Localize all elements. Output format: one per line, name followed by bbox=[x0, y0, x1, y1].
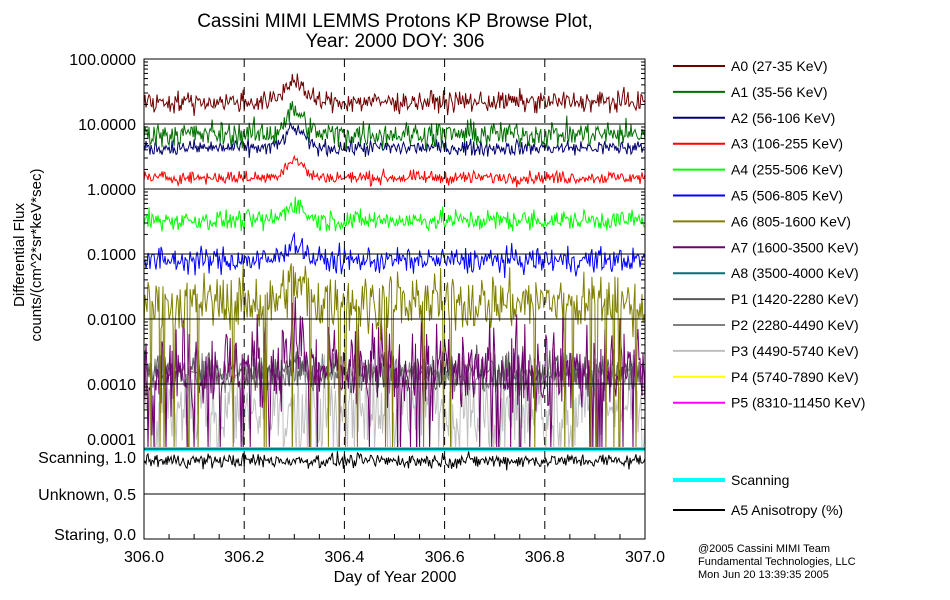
series-line-a5-anisotropy bbox=[143, 450, 646, 471]
lower-tick-label: Staring, 0.0 bbox=[54, 527, 136, 544]
credit-line1: @2005 Cassini MIMI Team bbox=[698, 543, 830, 555]
legend-item: A1 (35-56 KeV) bbox=[673, 84, 828, 100]
legend-label: A1 (35-56 KeV) bbox=[731, 84, 828, 100]
legend-item: P1 (1420-2280 KeV) bbox=[673, 291, 859, 307]
series-line-a5 bbox=[143, 231, 646, 279]
legend-label: A6 (805-1600 KeV) bbox=[731, 213, 851, 229]
y-tick-label: 10.0000 bbox=[78, 117, 136, 134]
series-line-a6 bbox=[143, 263, 646, 450]
x-axis-label: Day of Year 2000 bbox=[334, 569, 457, 586]
legend-label: A0 (27-35 KeV) bbox=[731, 58, 828, 74]
series-layer bbox=[143, 73, 646, 471]
legend-item: P4 (5740-7890 KeV) bbox=[673, 369, 859, 385]
y-tick-label: 0.0010 bbox=[87, 377, 136, 394]
y-axis-label-1: Differential Flux bbox=[11, 203, 28, 307]
legend-item: A8 (3500-4000 KeV) bbox=[673, 265, 859, 281]
legend-item: A3 (106-255 KeV) bbox=[673, 136, 843, 152]
legend-item: A0 (27-35 KeV) bbox=[673, 58, 828, 74]
y-tick-label: 0.1000 bbox=[87, 247, 136, 264]
x-tick-label: 306.2 bbox=[224, 549, 264, 566]
series-line-a0 bbox=[143, 73, 646, 117]
legend-item: A5 (506-805 KeV) bbox=[673, 188, 843, 204]
chart-title-line2: Year: 2000 DOY: 306 bbox=[306, 31, 485, 52]
lower-tick-label: Scanning, 1.0 bbox=[38, 450, 136, 467]
legend-label: P1 (1420-2280 KeV) bbox=[731, 291, 859, 307]
legend-label: A8 (3500-4000 KeV) bbox=[731, 265, 859, 281]
legend-item: Scanning bbox=[673, 472, 789, 488]
legend: A0 (27-35 KeV) A1 (35-56 KeV) A2 (56-106 K… bbox=[673, 58, 865, 518]
y-tick-label: 1.0000 bbox=[87, 182, 136, 199]
legend-item: A6 (805-1600 KeV) bbox=[673, 213, 851, 229]
y-tick-label: 0.0100 bbox=[87, 312, 136, 329]
legend-label: A2 (56-106 KeV) bbox=[731, 110, 835, 126]
legend-item: A5 Anisotropy (%) bbox=[673, 502, 843, 518]
series-line-a1 bbox=[143, 100, 646, 151]
series-line-a3 bbox=[143, 154, 646, 188]
legend-item: A4 (255-506 KeV) bbox=[673, 162, 843, 178]
legend-item: A7 (1600-3500 KeV) bbox=[673, 239, 859, 255]
legend-item: P5 (8310-11450 KeV) bbox=[673, 395, 865, 411]
chart-title-line1: Cassini MIMI LEMMS Protons KP Browse Plo… bbox=[197, 11, 593, 32]
legend-label: A5 (506-805 KeV) bbox=[731, 188, 843, 204]
legend-label: A3 (106-255 KeV) bbox=[731, 136, 843, 152]
legend-item: A2 (56-106 KeV) bbox=[673, 110, 835, 126]
legend-label: P2 (2280-4490 KeV) bbox=[731, 317, 859, 333]
credit-line3: Mon Jun 20 13:39:35 2005 bbox=[698, 569, 829, 581]
legend-label: P3 (4490-5740 KeV) bbox=[731, 343, 859, 359]
x-tick-label: 306.0 bbox=[124, 549, 164, 566]
y-axis-label-2: counts/(cm^2*sr*keV*sec) bbox=[28, 169, 45, 342]
legend-label: A7 (1600-3500 KeV) bbox=[731, 239, 859, 255]
y-tick-label: 100.0000 bbox=[69, 52, 136, 69]
lower-tick-label: Unknown, 0.5 bbox=[38, 487, 136, 504]
x-tick-label: 307.0 bbox=[625, 549, 665, 566]
credit-line2: Fundamental Technologies, LLC bbox=[698, 556, 856, 568]
y-tick-label: 0.0001 bbox=[87, 432, 136, 449]
legend-label: P4 (5740-7890 KeV) bbox=[731, 369, 859, 385]
legend-label: A4 (255-506 KeV) bbox=[731, 162, 843, 178]
legend-label: Scanning bbox=[731, 472, 789, 488]
series-line-a2 bbox=[143, 122, 645, 158]
x-tick-label: 306.6 bbox=[425, 549, 465, 566]
legend-label: A5 Anisotropy (%) bbox=[731, 502, 843, 518]
legend-item: P3 (4490-5740 KeV) bbox=[673, 343, 859, 359]
legend-label: P5 (8310-11450 KeV) bbox=[731, 395, 865, 411]
x-tick-label: 306.4 bbox=[324, 549, 364, 566]
x-tick-label: 306.8 bbox=[525, 549, 565, 566]
series-line-a4 bbox=[143, 196, 646, 232]
legend-item: P2 (2280-4490 KeV) bbox=[673, 317, 859, 333]
